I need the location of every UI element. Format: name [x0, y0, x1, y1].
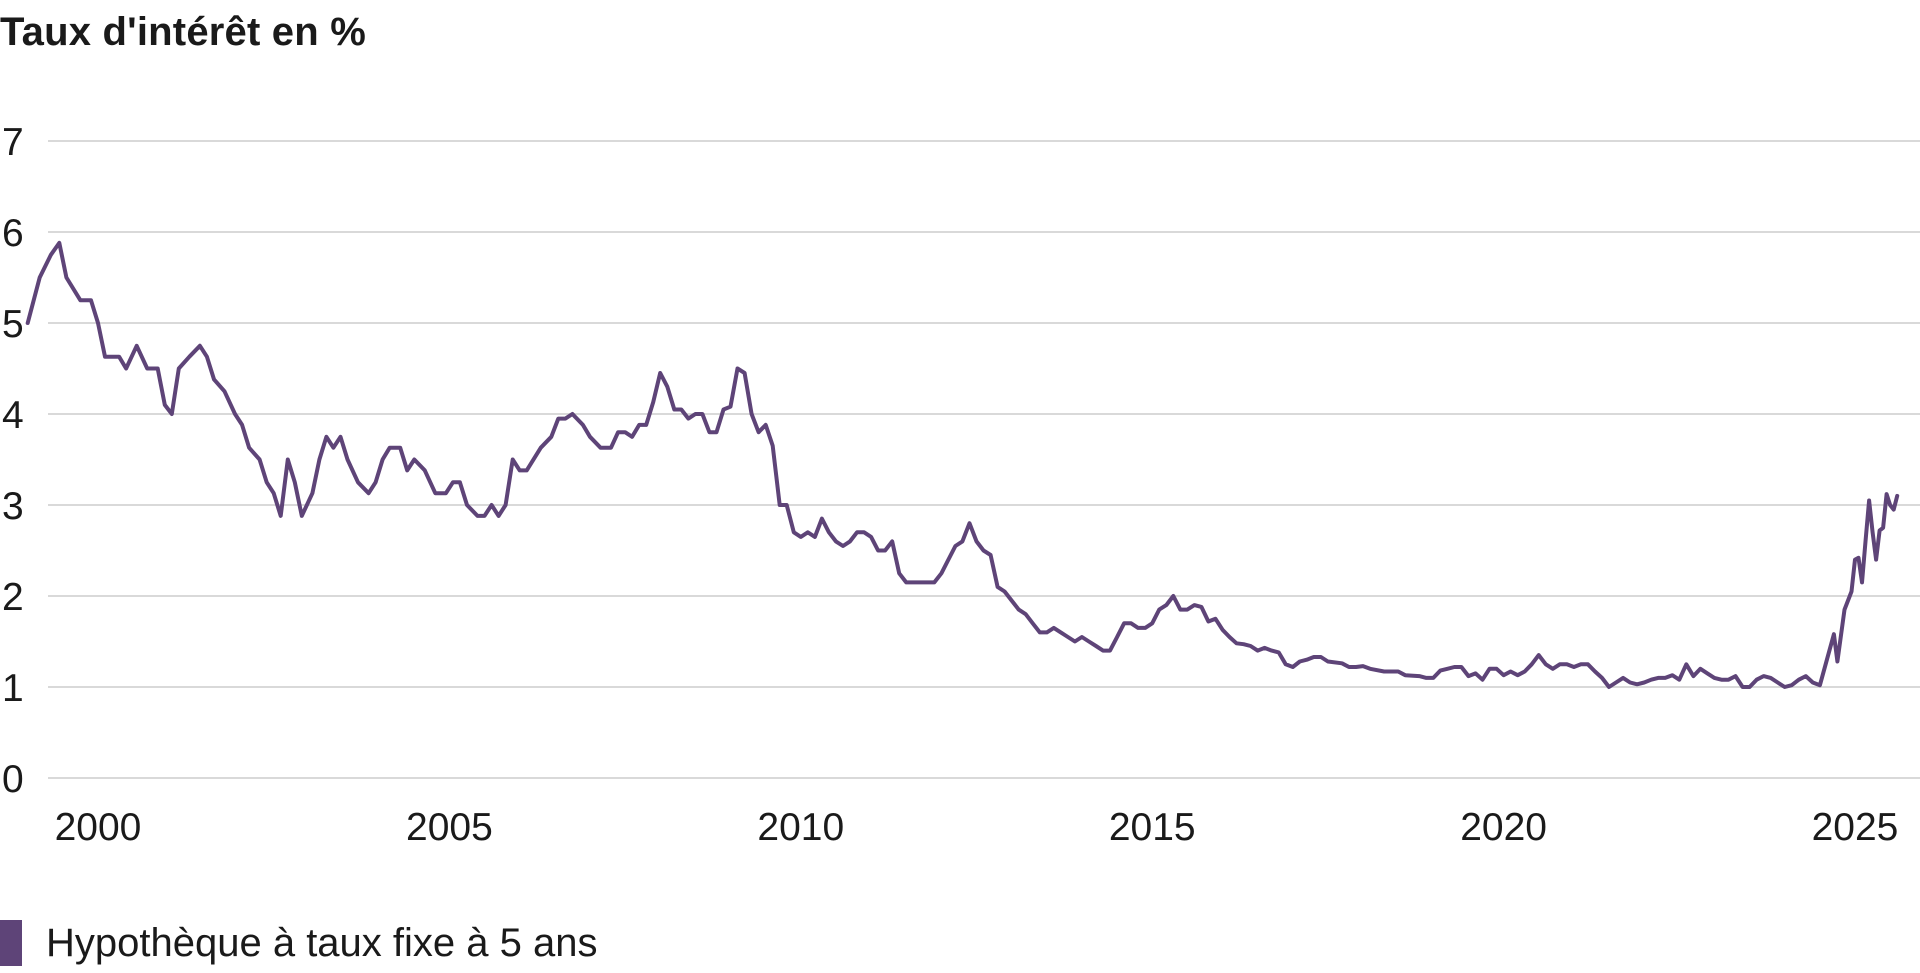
x-tick-label-2015: 2015	[1109, 806, 1196, 849]
y-tick-label-1: 1	[2, 667, 24, 710]
x-tick-label-2020: 2020	[1460, 806, 1547, 849]
legend: Hypothèque à taux fixe à 5 ans	[0, 913, 597, 973]
y-tick-label-2: 2	[2, 576, 24, 619]
y-tick-label-6: 6	[2, 212, 24, 255]
y-tick-label-0: 0	[2, 758, 24, 801]
x-tick-label-2000: 2000	[55, 806, 142, 849]
y-tick-label-3: 3	[2, 485, 24, 528]
x-axis-tick-labels: 2000 2005 2010 2015 2020 2025	[55, 806, 1899, 849]
y-tick-label-7: 7	[2, 121, 24, 164]
legend-swatch	[0, 920, 22, 966]
x-tick-label-2005: 2005	[406, 806, 493, 849]
y-axis-tick-labels: 0 1 2 3 4 5 6 7	[2, 121, 24, 801]
gridlines	[48, 140, 1920, 779]
y-tick-label-4: 4	[2, 394, 24, 437]
x-tick-label-2010: 2010	[757, 806, 844, 849]
x-tick-label-2025: 2025	[1812, 806, 1899, 849]
y-tick-label-5: 5	[2, 303, 24, 346]
series-line-0	[25, 240, 1900, 689]
chart-title: Taux d'intérêt en %	[0, 10, 366, 54]
legend-label: Hypothèque à taux fixe à 5 ans	[46, 920, 598, 965]
series-lines	[25, 240, 1900, 689]
